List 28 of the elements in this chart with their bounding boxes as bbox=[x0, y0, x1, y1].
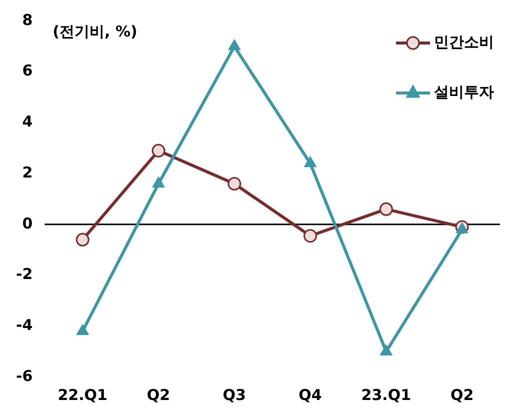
x-tick-label: Q3 bbox=[222, 386, 246, 404]
point bbox=[152, 144, 166, 158]
point bbox=[76, 324, 89, 335]
x-tick-label: 22.Q1 bbox=[58, 386, 108, 404]
point bbox=[304, 156, 316, 168]
y-tick-label: -6 bbox=[16, 366, 33, 385]
x-tick-label: 23.Q1 bbox=[361, 386, 412, 404]
annotation: (전기비, %) bbox=[52, 22, 138, 40]
point bbox=[228, 176, 242, 190]
x-tick-label: Q4 bbox=[298, 386, 322, 404]
point bbox=[380, 344, 392, 356]
y-tick-label: 8 bbox=[22, 10, 33, 29]
point bbox=[76, 232, 90, 246]
y-tick-label: -4 bbox=[16, 316, 33, 334]
y-tick-label: -2 bbox=[16, 265, 33, 284]
y-tick-label: 6 bbox=[22, 62, 33, 80]
legend-label: 민간소비 bbox=[434, 32, 494, 51]
point bbox=[456, 222, 468, 234]
x-tick-label: Q2 bbox=[146, 386, 170, 404]
x-tick-label: Q2 bbox=[450, 386, 474, 404]
y-tick-label: 4 bbox=[22, 112, 33, 131]
point bbox=[228, 40, 240, 50]
y-tick-label: 0 bbox=[22, 214, 33, 232]
point bbox=[304, 229, 318, 243]
point bbox=[152, 176, 164, 188]
point bbox=[379, 202, 393, 216]
legend-label: 설비투자 bbox=[434, 82, 494, 101]
y-tick-label: 2 bbox=[22, 163, 33, 182]
